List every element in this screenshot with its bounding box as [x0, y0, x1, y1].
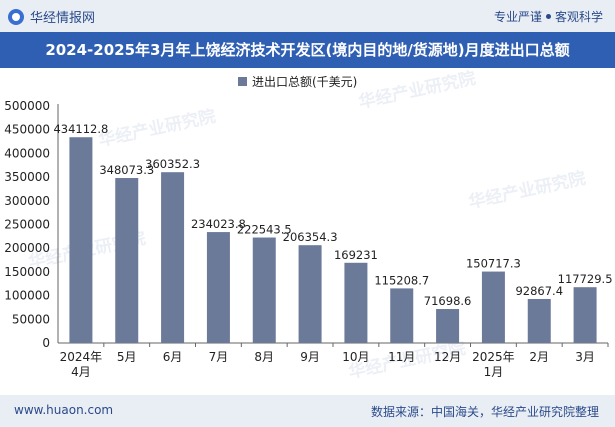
- bar: [298, 245, 322, 343]
- y-tick-label: 150000: [4, 265, 50, 279]
- x-tick-label: 12月: [434, 350, 461, 364]
- bar: [115, 178, 139, 343]
- dot-icon: [545, 14, 551, 19]
- data-label: 348073.3: [99, 163, 154, 177]
- y-tick-label: 100000: [4, 289, 50, 303]
- x-tick-label: 6月: [163, 350, 183, 364]
- y-tick-label: 200000: [4, 241, 50, 255]
- x-tick-label: 2024年: [60, 350, 103, 364]
- footer-source: 数据来源：中国海关，华经产业研究院整理: [370, 405, 599, 419]
- bar: [573, 287, 597, 343]
- x-tick-label: 9月: [300, 350, 320, 364]
- x-tick-label: 2月: [529, 350, 549, 364]
- x-tick-label: 3月: [575, 350, 595, 364]
- data-label: 206354.3: [283, 230, 338, 244]
- tagline-left: 专业严谨: [493, 10, 542, 24]
- data-label: 71698.6: [424, 294, 472, 308]
- chart-title: 2024-2025年3月年上饶经济技术开发区(境内目的地/货源地)月度进出口总额: [45, 41, 570, 59]
- bar: [161, 172, 185, 343]
- y-tick-label: 250000: [4, 218, 50, 232]
- bar: [390, 288, 414, 343]
- brand-logo-icon: [8, 8, 24, 25]
- footer-bar: [0, 395, 615, 427]
- y-tick-label: 300000: [4, 194, 50, 208]
- data-label: 169231: [334, 248, 378, 262]
- data-label: 222543.5: [237, 223, 292, 237]
- watermark-text: 华经产业研究院: [97, 106, 218, 151]
- bar: [527, 298, 551, 343]
- bar: [481, 271, 505, 343]
- y-tick-label: 50000: [12, 312, 50, 326]
- y-tick-label: 450000: [4, 123, 50, 137]
- bar: [344, 262, 368, 343]
- data-label: 360352.3: [145, 157, 200, 171]
- x-tick-label: 7月: [209, 350, 229, 364]
- x-tick-label: 1月: [484, 365, 504, 379]
- watermark-text: 华经产业研究院: [357, 68, 478, 113]
- y-tick-label: 500000: [4, 99, 50, 113]
- x-tick-label: 5月: [117, 350, 137, 364]
- data-label: 150717.3: [466, 257, 521, 271]
- y-tick-label: 350000: [4, 170, 50, 184]
- data-label: 115208.7: [374, 273, 429, 287]
- footer-url[interactable]: www.huaon.com: [14, 403, 114, 417]
- data-label: 434112.8: [53, 122, 108, 136]
- bar: [436, 309, 460, 343]
- tagline: 专业严谨 客观科学: [494, 8, 603, 25]
- legend-label: 进出口总额(千美元): [252, 75, 357, 89]
- x-tick-label: 10月: [342, 350, 369, 364]
- bar: [69, 137, 93, 343]
- tagline-right: 客观科学: [554, 10, 603, 24]
- watermark-text: 华经产业研究院: [467, 168, 588, 213]
- brand[interactable]: 华经情报网: [8, 7, 95, 26]
- x-tick-label: 4月: [71, 365, 91, 379]
- x-tick-label: 2025年: [472, 350, 515, 364]
- header-bar: [0, 0, 615, 32]
- legend-swatch: [238, 77, 247, 86]
- bar: [206, 232, 230, 343]
- bar: [252, 237, 276, 343]
- y-tick-label: 400000: [4, 146, 50, 160]
- data-label: 234023.8: [191, 217, 246, 231]
- chart: 华经产业研究院华经产业研究院华经产业研究院华经产业研究院华经产业研究院进出口总额…: [4, 68, 613, 383]
- title-bar: [0, 32, 615, 68]
- y-tick-label: 0: [42, 336, 50, 350]
- x-tick-label: 11月: [388, 350, 415, 364]
- brand-name: 华经情报网: [30, 11, 96, 26]
- x-tick-label: 8月: [254, 350, 274, 364]
- data-label: 117729.5: [558, 272, 613, 286]
- data-label: 92867.4: [515, 284, 563, 298]
